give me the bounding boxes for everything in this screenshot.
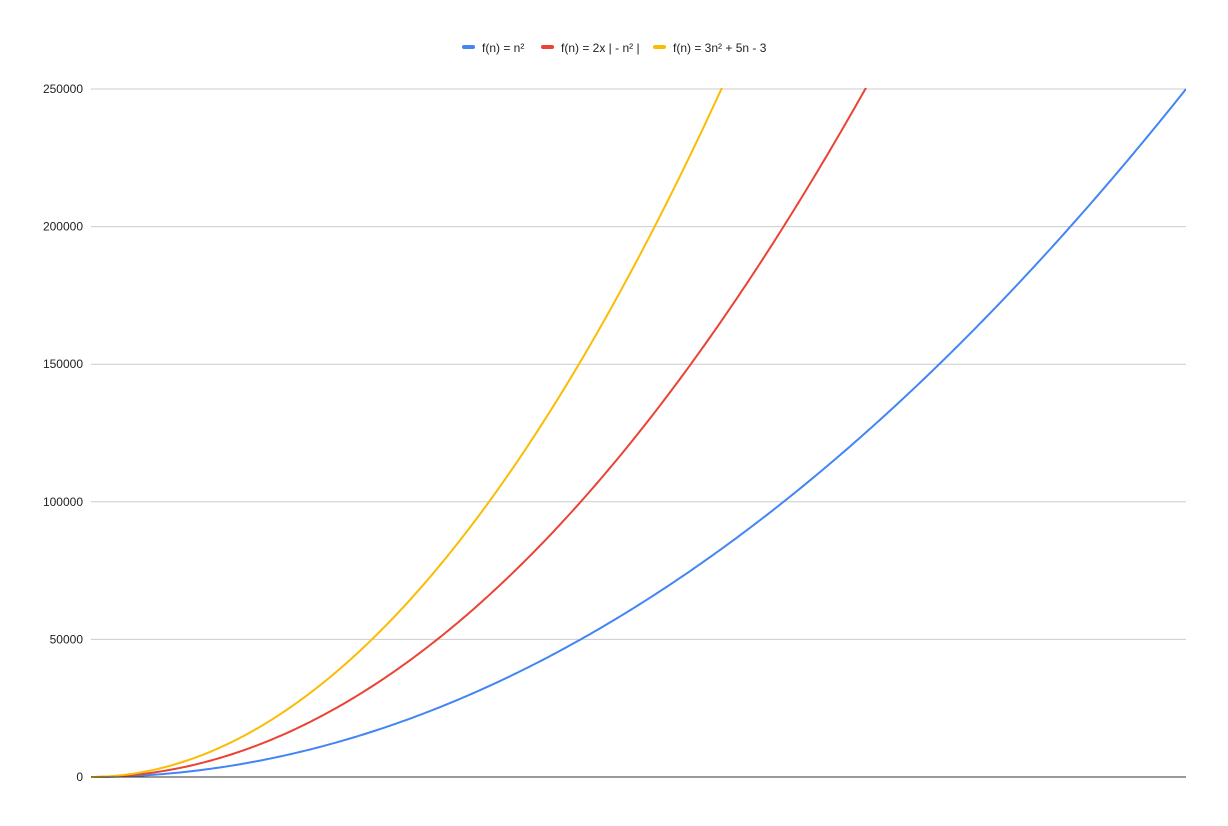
series-line-1 [91, 88, 1186, 778]
y-tick-label: 250000 [43, 82, 83, 96]
legend-label-series-1: f(n) = n² [482, 41, 524, 55]
legend-item: f(n) = 2x | - n² | [541, 41, 640, 55]
legend-item: f(n) = 3n² + 5n - 3 [653, 41, 767, 55]
series-line-2 [91, 88, 867, 778]
legend-label-series-2: f(n) = 2x | - n² | [561, 41, 640, 55]
gridlines [91, 88, 1186, 640]
y-tick-label: 150000 [43, 357, 83, 371]
legend: f(n) = n² f(n) = 2x | - n² | f(n) = 3n² … [462, 41, 767, 55]
y-tick-label: 100000 [43, 495, 83, 509]
legend-swatch-series-3 [653, 45, 666, 49]
y-tick-label: 200000 [43, 220, 83, 234]
series-line-3 [91, 88, 723, 778]
legend-item: f(n) = n² [462, 41, 524, 55]
legend-swatch-series-2 [541, 45, 554, 49]
legend-label-series-3: f(n) = 3n² + 5n - 3 [673, 41, 767, 55]
y-tick-label: 50000 [50, 632, 84, 646]
y-axis-tick-labels: 0 50000 100000 150000 200000 250000 [43, 82, 83, 784]
legend-swatch-series-1 [462, 45, 475, 49]
y-tick-label: 0 [76, 770, 83, 784]
plot-area [91, 88, 1186, 778]
